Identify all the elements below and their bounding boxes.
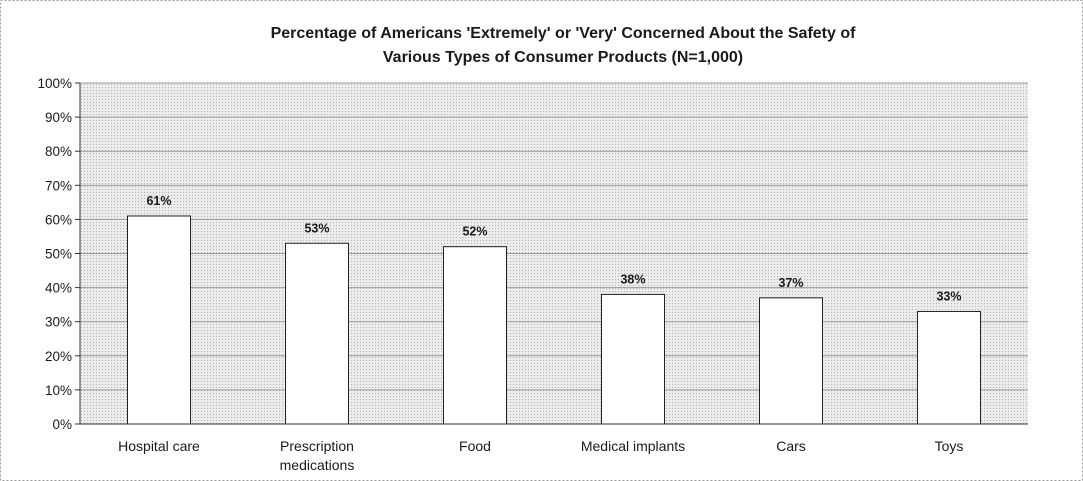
bar bbox=[285, 242, 349, 425]
data-label: 52% bbox=[462, 225, 487, 239]
y-tick-label: 50% bbox=[45, 247, 72, 262]
y-tick-label: 70% bbox=[45, 178, 72, 193]
x-axis: Hospital care Prescription medications Food… bbox=[80, 423, 1028, 473]
y-tick-label: 10% bbox=[45, 383, 72, 398]
data-label: 53% bbox=[304, 221, 329, 235]
y-tick-label: 40% bbox=[45, 281, 72, 296]
chart-title-line-1: Percentage of Americans 'Extremely' or '… bbox=[271, 25, 857, 42]
bar bbox=[601, 293, 665, 425]
y-axis: 0% 10% 20% 30% 40% 50% 60% 70% 80% 90% 100% bbox=[37, 76, 81, 432]
y-tick-label: 90% bbox=[45, 110, 72, 125]
data-label: 38% bbox=[620, 272, 645, 286]
x-category-label: Cars bbox=[776, 438, 806, 454]
x-category-label: Prescription bbox=[280, 438, 354, 454]
chart-title-line-2: Various Types of Consumer Products (N=1,… bbox=[383, 49, 743, 66]
x-category-label: medications bbox=[280, 457, 355, 473]
data-label: 37% bbox=[778, 276, 803, 290]
bar bbox=[759, 297, 823, 425]
bar bbox=[127, 215, 191, 425]
y-tick-label: 60% bbox=[45, 212, 72, 227]
y-tick-label: 80% bbox=[45, 144, 72, 159]
bar bbox=[917, 310, 981, 425]
bar bbox=[443, 246, 507, 425]
y-tick-label: 100% bbox=[37, 76, 72, 91]
y-tick-label: 30% bbox=[45, 315, 72, 330]
data-label: 33% bbox=[936, 289, 961, 303]
data-label: 61% bbox=[146, 194, 171, 208]
gridlines bbox=[80, 82, 1028, 391]
x-category-label: Toys bbox=[935, 438, 964, 454]
x-category-label: Food bbox=[459, 438, 491, 454]
x-category-label: Medical implants bbox=[581, 438, 685, 454]
x-category-label: Hospital care bbox=[118, 438, 200, 454]
y-tick-label: 0% bbox=[52, 417, 72, 432]
bars: 61% 53% 52% 38% 37% 33% bbox=[127, 194, 981, 425]
y-tick-label: 20% bbox=[45, 349, 72, 364]
